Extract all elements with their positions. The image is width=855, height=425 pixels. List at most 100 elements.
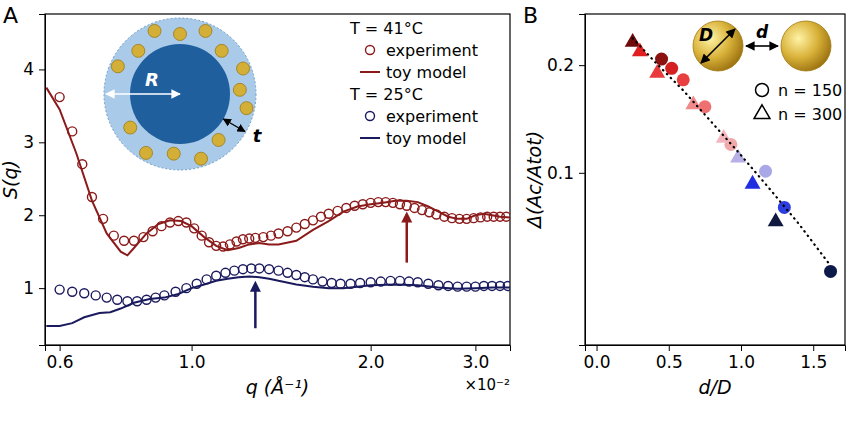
tick-label: 1 [23,278,34,298]
inset-particle [212,133,225,146]
y-axis: 1 2 3 4 [23,15,45,346]
data-point [274,266,283,275]
x-axis-line [586,346,846,352]
legend: n = 150n = 300 [754,81,842,124]
tick: 1 [23,278,45,298]
plot-area [625,33,837,278]
arrow-shaft [406,220,409,263]
inset: Dd [693,21,831,71]
tick-label: 1.5 [800,352,827,372]
legend-label: n = 150 [778,81,842,100]
panel: 0.0 0.5 1.0 1.5 0.1 0.2 Dd d/D Δ(Ac/Atot) Bn = 15… [523,3,846,398]
inset-particle [132,44,145,57]
data-point [677,73,690,86]
tick-label: 0.0 [584,352,611,372]
data-point [778,201,791,214]
data-point [120,236,129,245]
tick: 0.2 [547,55,585,75]
x-axis-multiplier: ×10⁻² [464,376,510,394]
tick-mark [741,345,742,351]
data-point [292,271,301,280]
tick-mark [579,173,585,174]
data-point [55,285,64,294]
inset-particle [174,28,187,41]
legend-group-title: T = 25°C [349,85,423,104]
data-point [632,43,648,57]
legend-marker [366,46,375,55]
data-point [55,93,64,102]
data-point [292,223,301,232]
data-point [102,293,111,302]
inset-particle [195,152,208,165]
data-point [625,33,641,47]
tick: 3 [23,132,45,152]
tick-label: 0.1 [547,163,574,183]
data-point [759,165,772,178]
data-point [283,227,292,236]
tick-label: 3.0 [462,352,489,372]
data-point [665,62,678,75]
inset-radius-arrow [106,93,180,95]
tick-mark [192,345,193,351]
model-line [46,88,510,256]
panel-label: B [523,3,538,28]
y-axis: 0.1 0.2 [547,15,586,346]
data-point [462,282,471,291]
data-point [768,212,784,226]
tick: 0.5 [656,345,683,372]
legend: T = 41°Cexperimenttoy modelT = 25°Cexper… [349,19,478,148]
tick-mark [669,345,670,351]
inset-thickness-arrow [223,119,245,132]
x-axis: 0.6 1.0 2.0 3.0 [46,345,511,372]
panel-label: A [3,3,18,28]
tick-label: 2.0 [358,352,385,372]
inset-particle [215,44,228,57]
inset-label: D [699,25,713,45]
tick-label: 3 [23,132,34,152]
data-point [274,229,283,238]
data-point [283,268,292,277]
inset: Rt [104,18,263,170]
data-point [113,295,122,304]
tick-mark [39,69,45,70]
plot-area [46,88,510,329]
tick-mark [597,345,598,351]
plot-frame [585,14,845,345]
data-point [655,53,668,66]
model-line [46,276,510,326]
y-axis-line [579,15,586,346]
tick: 1.5 [800,345,827,372]
legend-group-title: T = 41°C [349,19,423,38]
data-point [255,264,264,273]
tick: 1.0 [179,345,206,372]
inset-particle [140,146,153,159]
inset-label: R [145,69,159,90]
legend-line [360,71,380,73]
fit-line [633,38,831,266]
x-axis-title: d/D [698,376,731,398]
inset-sphere [693,21,743,71]
tick-label: 4 [23,59,34,79]
data-point [265,265,274,274]
inset-particle [124,121,137,134]
tick: 2.0 [358,345,385,372]
tick: 1.0 [728,345,755,372]
data-point [68,287,77,296]
tick: 3.0 [462,345,489,372]
tick-label: 2 [23,205,34,225]
tick-label: 1.0 [728,352,755,372]
data-point [212,271,221,280]
data-point [327,279,336,288]
y-axis-title: Δ(Ac/Atot) [523,131,545,230]
tick: 0.6 [47,345,74,372]
x-axis-title: q (Å⁻¹) [246,376,310,398]
inset-particle [148,24,161,37]
arrow-head [250,281,261,292]
tick-mark [579,65,585,66]
legend-marker [366,112,375,121]
inset-sphere [781,21,831,71]
tick-mark [39,288,45,289]
y-axis-line [39,15,46,346]
data-point [91,291,100,300]
inset-particle [233,83,246,96]
